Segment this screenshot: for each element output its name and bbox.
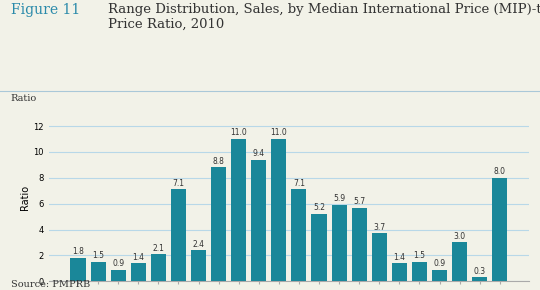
Y-axis label: Ratio: Ratio bbox=[21, 185, 30, 210]
Bar bbox=[492, 178, 508, 281]
Text: Figure 11: Figure 11 bbox=[11, 3, 80, 17]
Bar bbox=[332, 205, 347, 281]
Text: 11.0: 11.0 bbox=[271, 128, 287, 137]
Text: 5.7: 5.7 bbox=[353, 197, 365, 206]
Bar bbox=[392, 263, 407, 281]
Text: 0.3: 0.3 bbox=[474, 267, 486, 276]
Text: 2.1: 2.1 bbox=[152, 244, 164, 253]
Bar bbox=[312, 214, 327, 281]
Bar bbox=[151, 254, 166, 281]
Bar bbox=[171, 189, 186, 281]
Text: 3.7: 3.7 bbox=[373, 223, 386, 232]
Bar bbox=[251, 160, 266, 281]
Bar bbox=[432, 270, 447, 281]
Text: Range Distribution, Sales, by Median International Price (MIP)-to-Canadian
Price: Range Distribution, Sales, by Median Int… bbox=[108, 3, 540, 31]
Text: 1.4: 1.4 bbox=[132, 253, 144, 262]
Text: 3.0: 3.0 bbox=[454, 232, 465, 241]
Bar bbox=[472, 278, 487, 281]
Text: 2.4: 2.4 bbox=[192, 240, 205, 249]
Text: 7.1: 7.1 bbox=[172, 179, 185, 188]
Text: 11.0: 11.0 bbox=[230, 128, 247, 137]
Text: 1.4: 1.4 bbox=[393, 253, 406, 262]
Text: 8.8: 8.8 bbox=[213, 157, 225, 166]
Bar bbox=[412, 262, 427, 281]
Text: 1.8: 1.8 bbox=[72, 247, 84, 256]
Bar bbox=[372, 233, 387, 281]
Bar bbox=[211, 167, 226, 281]
Bar bbox=[131, 263, 146, 281]
Bar bbox=[111, 270, 126, 281]
Bar bbox=[292, 189, 307, 281]
Bar bbox=[352, 208, 367, 281]
Text: Source: PMPRB: Source: PMPRB bbox=[11, 280, 90, 289]
Bar bbox=[70, 258, 85, 281]
Text: 0.9: 0.9 bbox=[434, 259, 445, 268]
Bar bbox=[231, 139, 246, 281]
Text: 0.9: 0.9 bbox=[112, 259, 124, 268]
Bar bbox=[271, 139, 286, 281]
Bar bbox=[191, 250, 206, 281]
Text: 5.2: 5.2 bbox=[313, 204, 325, 213]
Text: 8.0: 8.0 bbox=[494, 167, 506, 176]
Text: 1.5: 1.5 bbox=[92, 251, 104, 260]
Bar bbox=[91, 262, 106, 281]
Bar bbox=[452, 242, 467, 281]
Text: 5.9: 5.9 bbox=[333, 194, 345, 203]
Text: 7.1: 7.1 bbox=[293, 179, 305, 188]
Text: Ratio: Ratio bbox=[11, 94, 37, 103]
Text: 1.5: 1.5 bbox=[414, 251, 426, 260]
Text: 9.4: 9.4 bbox=[253, 149, 265, 158]
